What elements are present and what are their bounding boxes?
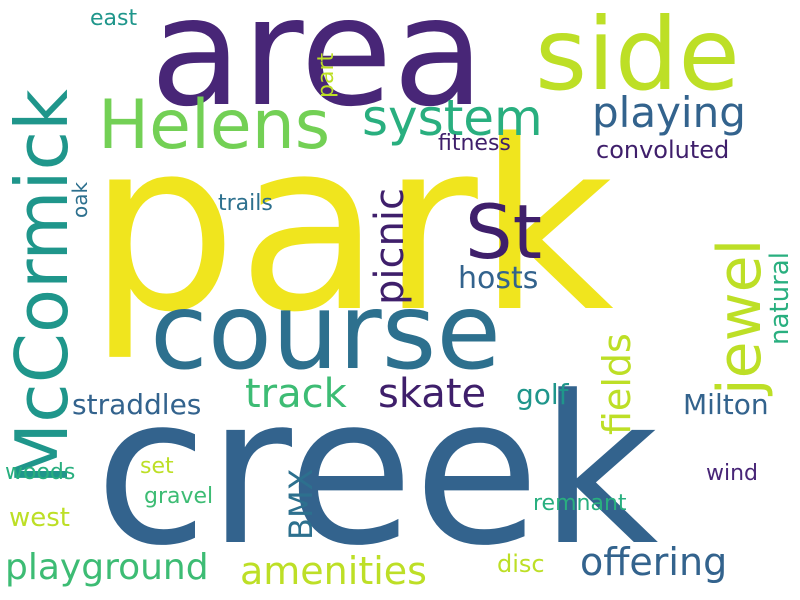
- word-system: system: [362, 89, 543, 147]
- word-wind: wind: [706, 461, 759, 486]
- word-picnic: picnic: [367, 188, 413, 305]
- word-set: set: [140, 454, 174, 479]
- word-track: track: [245, 371, 347, 417]
- word-gravel: gravel: [144, 484, 214, 509]
- word-mccormick: McCormick: [0, 89, 84, 485]
- word-hosts: hosts: [458, 261, 539, 296]
- word-straddles: straddles: [72, 388, 202, 421]
- word-west: west: [9, 503, 71, 533]
- word-golf: golf: [516, 378, 569, 411]
- word-woods: woods: [5, 460, 76, 485]
- word-park: park: [88, 91, 614, 364]
- word-playing: playing: [592, 88, 746, 137]
- word-creek: creek: [95, 353, 659, 591]
- word-fitness: fitness: [438, 131, 511, 156]
- word-milton: Milton: [683, 388, 769, 421]
- word-amenities: amenities: [240, 549, 427, 593]
- word-part: part: [314, 52, 339, 98]
- word-bmx: BMX: [282, 468, 320, 540]
- word-convoluted: convoluted: [596, 136, 730, 164]
- word-st: St: [465, 188, 543, 276]
- word-disc: disc: [497, 550, 545, 578]
- word-playground: playground: [5, 547, 209, 588]
- word-natural: natural: [765, 252, 795, 345]
- word-oak: oak: [68, 181, 92, 218]
- word-remnant: remnant: [533, 491, 627, 516]
- word-area: area: [150, 0, 485, 140]
- word-offering: offering: [580, 540, 728, 584]
- word-east: east: [90, 6, 138, 31]
- word-side: side: [535, 0, 740, 113]
- word-helens: Helens: [98, 86, 331, 165]
- word-course: course: [150, 271, 501, 393]
- word-skate: skate: [378, 371, 487, 417]
- word-trails: trails: [218, 191, 273, 216]
- word-fields: fields: [595, 333, 639, 435]
- word-jewel: jewel: [705, 238, 775, 395]
